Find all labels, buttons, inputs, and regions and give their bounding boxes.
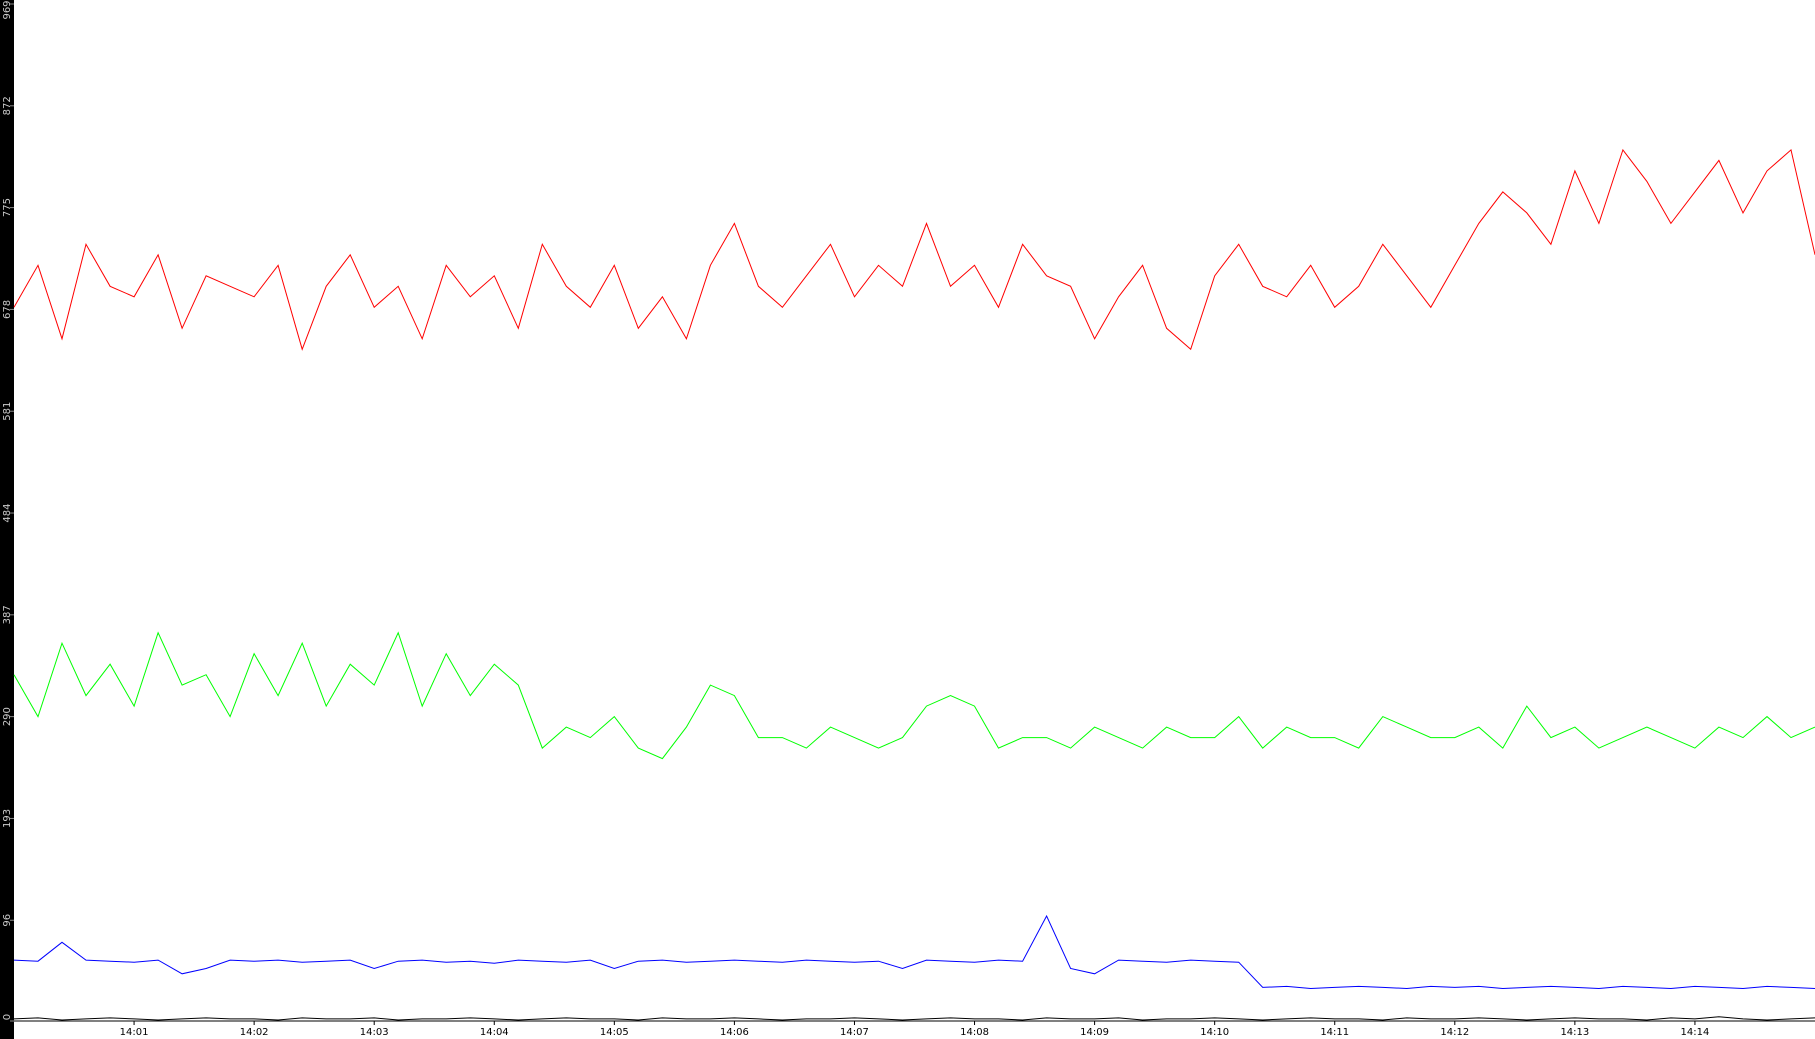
x-tick-label: 14:07 bbox=[840, 1027, 869, 1038]
y-tick-label: 193 bbox=[2, 809, 13, 828]
y-tick-label: 581 bbox=[2, 402, 13, 421]
y-tick-label: 775 bbox=[2, 198, 13, 217]
x-tick-label: 14:11 bbox=[1320, 1027, 1349, 1038]
x-tick-label: 14:01 bbox=[120, 1027, 149, 1038]
y-tick-label: 969 bbox=[2, 0, 13, 19]
y-tick-label: 678 bbox=[2, 300, 13, 319]
series-line bbox=[13, 1016, 1815, 1021]
x-tick-label: 14:13 bbox=[1560, 1027, 1589, 1038]
x-tick-label: 14:14 bbox=[1681, 1027, 1710, 1038]
y-tick-label: 387 bbox=[2, 605, 13, 624]
x-tick-label: 14:02 bbox=[240, 1027, 269, 1038]
series-line bbox=[13, 148, 1815, 351]
x-tick-label: 14:09 bbox=[1080, 1027, 1109, 1038]
y-tick-label: 484 bbox=[2, 503, 13, 522]
series-line bbox=[13, 914, 1815, 990]
x-tick-label: 14:10 bbox=[1200, 1027, 1229, 1038]
x-tick-label: 14:12 bbox=[1440, 1027, 1469, 1038]
y-tick-label: 872 bbox=[2, 96, 13, 115]
x-tick-label: 14:08 bbox=[960, 1027, 989, 1038]
y-tick-label: 96 bbox=[2, 914, 13, 927]
y-tick-label: 0 bbox=[2, 1014, 13, 1020]
x-tick-label: 14:06 bbox=[720, 1027, 749, 1038]
series-line bbox=[13, 631, 1815, 760]
y-tick-label: 290 bbox=[2, 707, 13, 726]
x-tick-label: 14:03 bbox=[360, 1027, 389, 1038]
x-tick-label: 14:04 bbox=[480, 1027, 509, 1038]
x-tick-label: 14:05 bbox=[600, 1027, 629, 1038]
y-axis-strip bbox=[0, 0, 14, 1039]
